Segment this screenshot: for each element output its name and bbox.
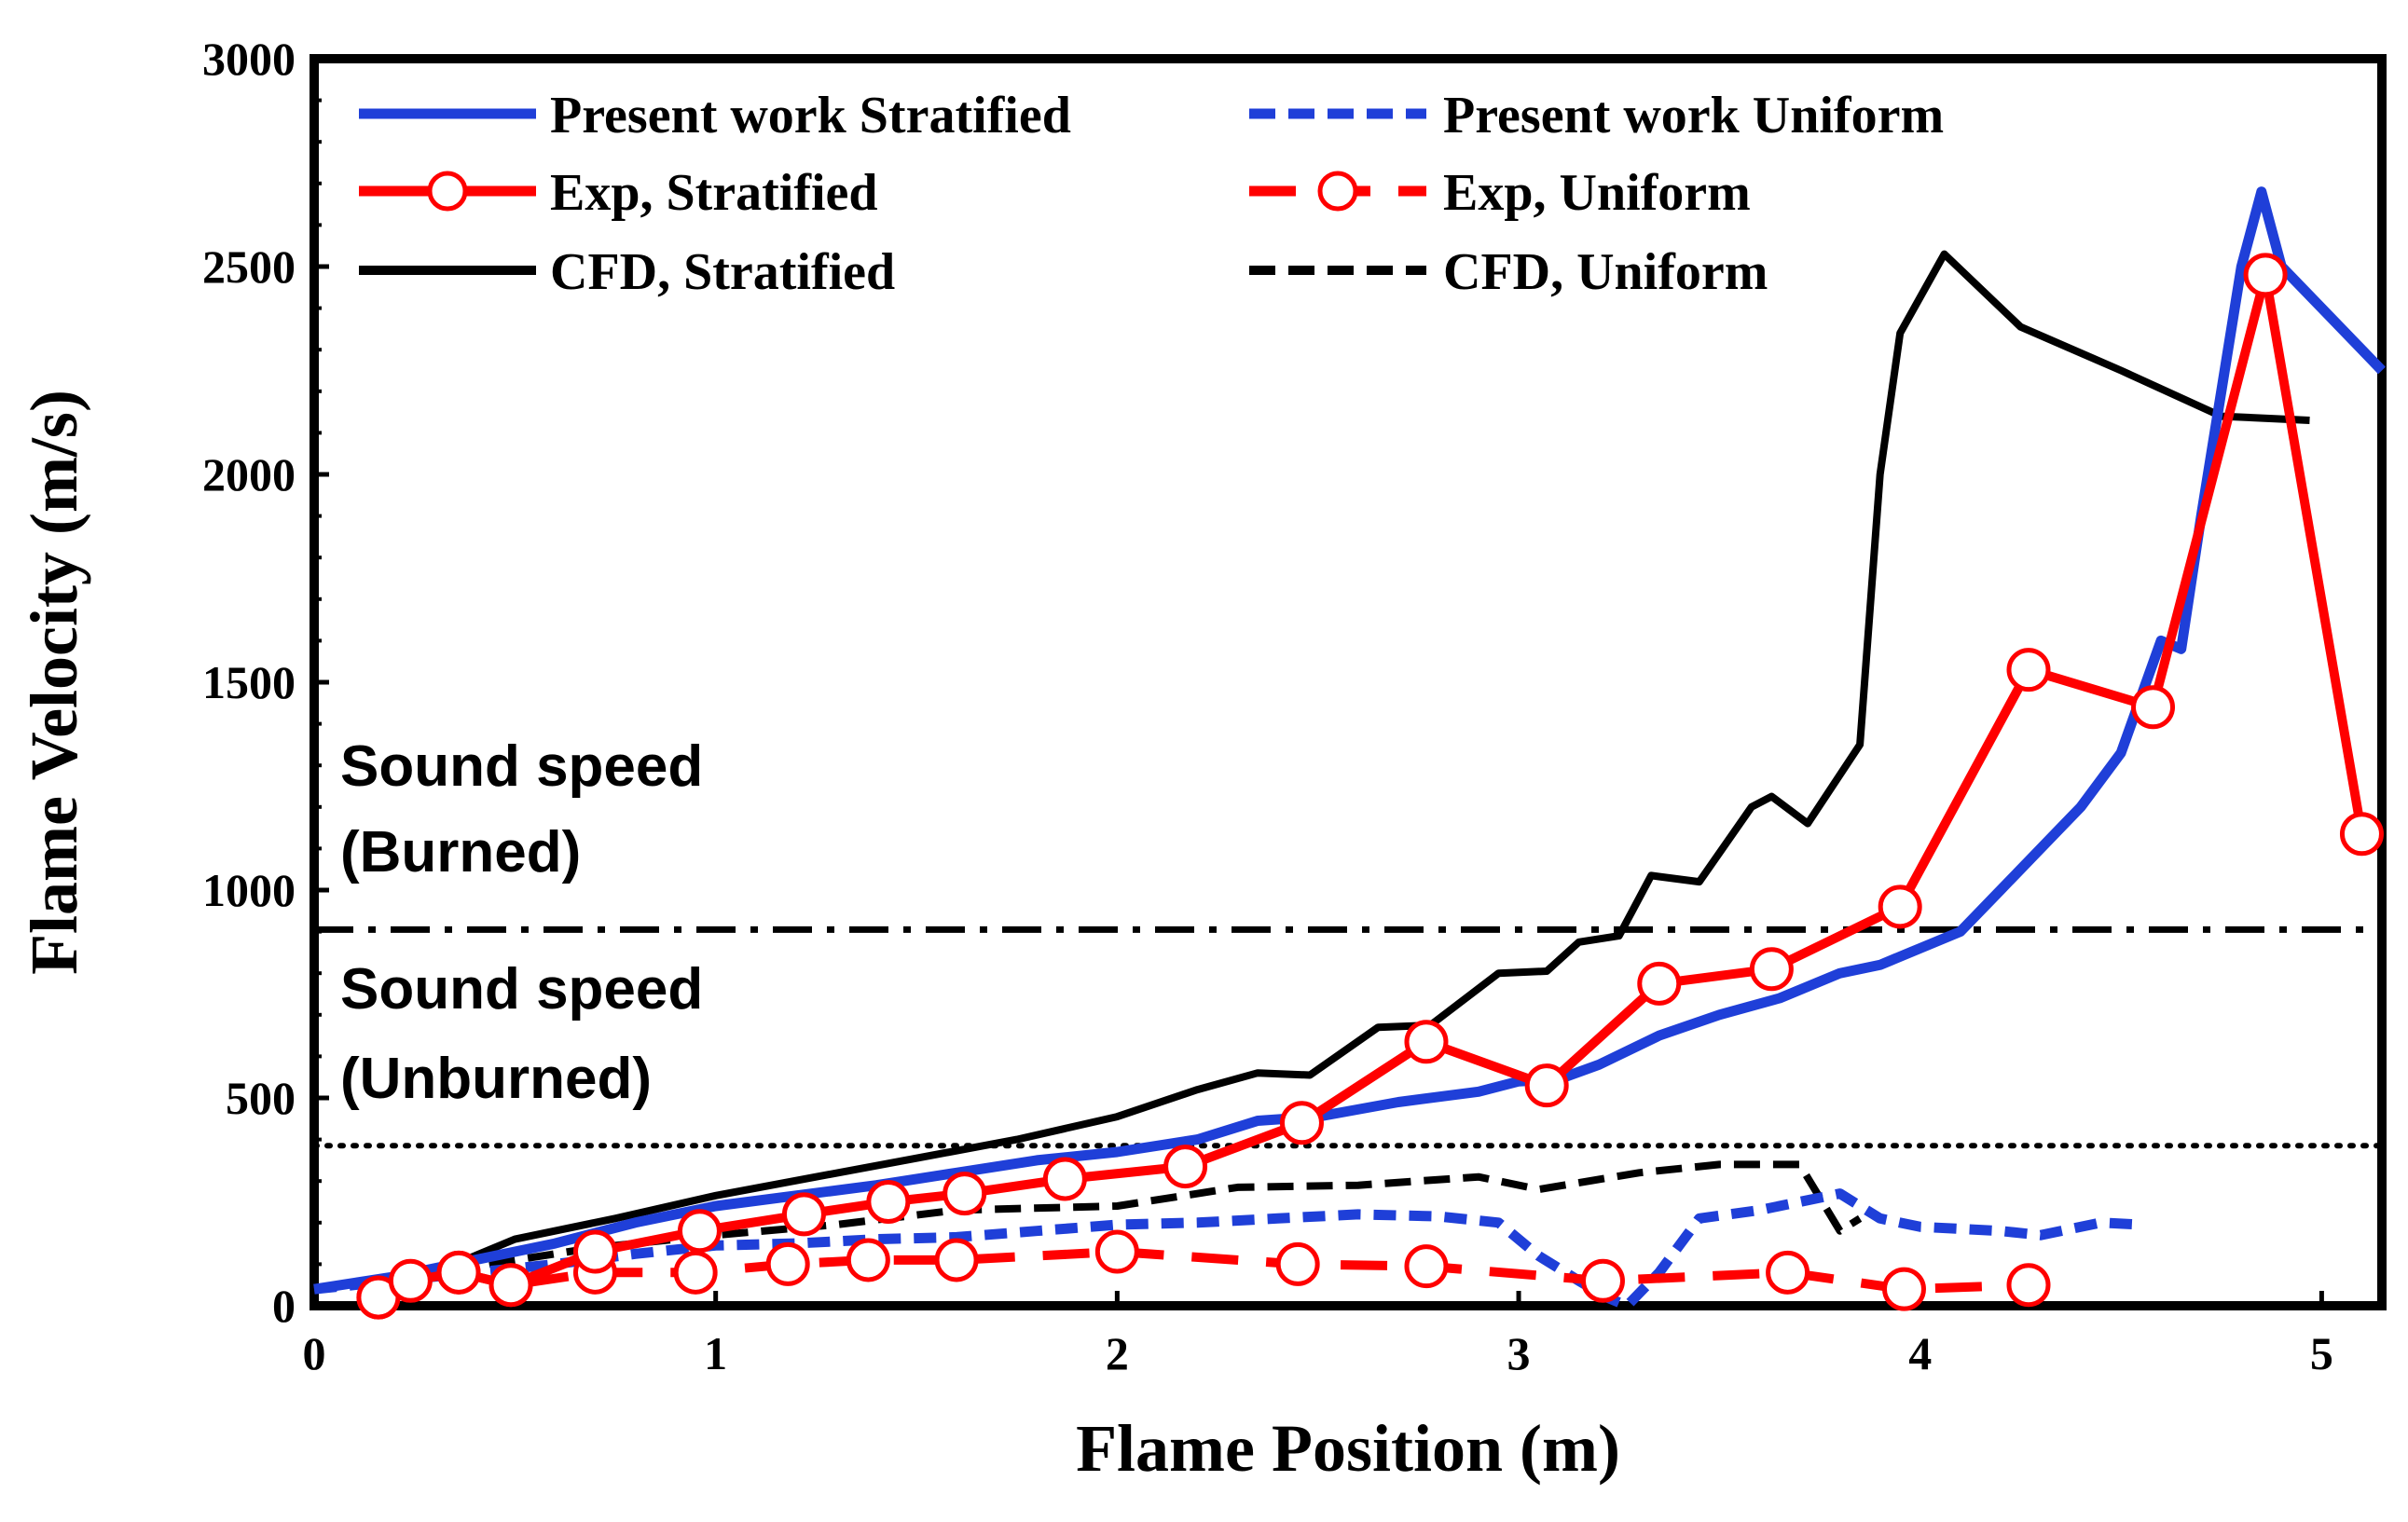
- legend-label-exp-uniform: Exp, Uniform: [1443, 164, 1751, 222]
- x-axis-title: Flame Position (m): [1076, 1411, 1620, 1486]
- y-tick-label: 0: [272, 1280, 296, 1332]
- data-point-exp-stratified: [1524, 1063, 1569, 1108]
- data-point-exp-uniform: [1580, 1258, 1625, 1303]
- data-point-exp-stratified: [1637, 961, 1682, 1006]
- data-point-exp-stratified: [388, 1258, 433, 1303]
- series-line-cfd-stratified: [373, 250, 2310, 1294]
- legend-label-exp-stratified: Exp, Stratified: [550, 164, 878, 222]
- data-point-exp-stratified: [436, 1250, 481, 1295]
- legend-label-cfd-stratified: CFD, Stratified: [550, 243, 895, 301]
- annotation-burned-line1: Sound speed: [340, 734, 703, 799]
- annotation-unburned-line2: (Unburned): [340, 1047, 652, 1111]
- y-tick-label: 1500: [202, 656, 296, 708]
- data-point-exp-stratified: [1878, 884, 1922, 929]
- y-axis-ticks: 0 500 1000 1500 2000 2500 3000: [202, 33, 329, 1332]
- data-point-exp-uniform: [1275, 1241, 1320, 1286]
- data-point-exp-stratified: [781, 1192, 826, 1237]
- legend-label-present-stratified: Present work Stratified: [550, 87, 1071, 144]
- data-point-exp-stratified: [943, 1172, 987, 1216]
- data-point-exp-stratified: [1042, 1157, 1087, 1201]
- y-axis-title: Flame Velocity (m/s): [17, 390, 91, 975]
- data-point-exp-uniform: [1094, 1229, 1139, 1274]
- x-tick-label: 5: [2310, 1327, 2333, 1379]
- data-point-exp-stratified: [2131, 685, 2176, 730]
- x-tick-label: 2: [1106, 1327, 1129, 1379]
- data-point-exp-stratified: [677, 1209, 722, 1254]
- data-point-exp-uniform: [846, 1238, 890, 1282]
- data-point-exp-uniform: [934, 1238, 979, 1282]
- data-point-exp-stratified: [572, 1229, 617, 1274]
- series-layer: [313, 186, 2386, 1320]
- x-axis-ticks: 0 1 2 3 4 5: [303, 1291, 2333, 1379]
- data-point-exp-stratified: [1163, 1145, 1208, 1189]
- y-tick-label: 2000: [202, 448, 296, 500]
- data-point-exp-uniform: [765, 1241, 810, 1286]
- data-point-exp-uniform: [673, 1250, 718, 1295]
- annotation-unburned-line1: Sound speed: [340, 957, 703, 1022]
- data-point-exp-stratified: [866, 1180, 911, 1224]
- annotation-burned-line2: (Burned): [340, 820, 581, 884]
- y-tick-label: 3000: [202, 33, 296, 85]
- y-tick-label: 1000: [202, 864, 296, 916]
- data-point-exp-uniform: [1766, 1250, 1810, 1295]
- data-point-exp-stratified: [2006, 648, 2051, 692]
- legend-marker-exp-uniform: [1317, 171, 1358, 212]
- x-tick-label: 3: [1507, 1327, 1531, 1379]
- x-tick-label: 1: [704, 1327, 727, 1379]
- series-line-exp-uniform: [377, 1247, 2030, 1302]
- data-point-exp-uniform: [2006, 1263, 2051, 1308]
- x-tick-label: 4: [1908, 1327, 1932, 1379]
- legend: Present work Stratified Present work Uni…: [359, 87, 1944, 301]
- data-point-exp-stratified: [1404, 1020, 1449, 1064]
- data-point-exp-stratified: [2339, 812, 2384, 857]
- data-point-exp-stratified: [1279, 1101, 1324, 1145]
- data-point-exp-stratified: [1749, 947, 1794, 992]
- y-tick-label: 2500: [202, 240, 296, 293]
- data-point-exp-uniform: [1881, 1267, 1926, 1311]
- x-tick-label: 0: [303, 1327, 326, 1379]
- legend-marker-exp-stratified: [427, 171, 468, 212]
- y-tick-label: 500: [226, 1072, 296, 1124]
- reference-lines: [311, 926, 2385, 1149]
- data-point-exp-stratified: [488, 1263, 533, 1308]
- data-point-exp-uniform: [1404, 1244, 1449, 1289]
- data-point-exp-stratified: [2243, 253, 2288, 297]
- legend-label-present-uniform: Present work Uniform: [1443, 87, 1944, 144]
- legend-label-cfd-uniform: CFD, Uniform: [1443, 243, 1768, 301]
